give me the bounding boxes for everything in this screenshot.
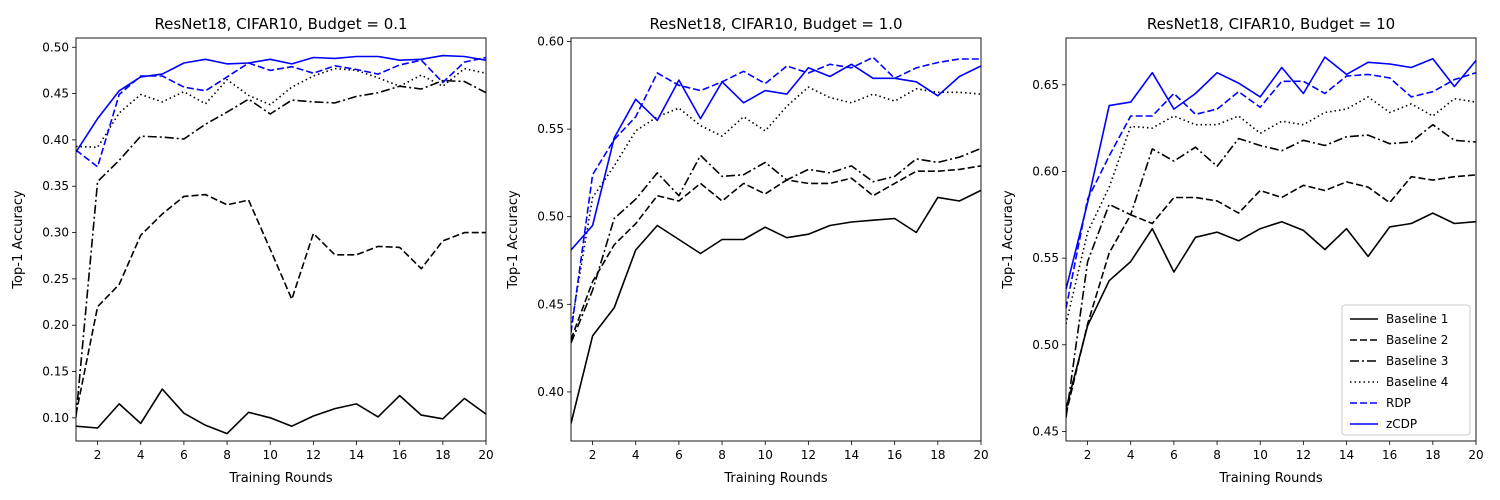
series-line	[76, 79, 486, 417]
x-tick-label: 16	[887, 448, 902, 462]
y-axis-label: Top-1 Accuracy	[506, 190, 521, 290]
series-group	[76, 54, 486, 435]
y-tick-label: 0.50	[1032, 338, 1059, 352]
x-tick-label: 10	[263, 448, 278, 462]
series-line	[571, 189, 981, 424]
series-line	[571, 147, 981, 344]
y-tick-label: 0.30	[42, 226, 69, 240]
x-tick-label: 6	[675, 448, 683, 462]
x-tick-label: 14	[844, 448, 859, 462]
x-tick-label: 12	[801, 448, 816, 462]
y-tick-label: 0.60	[537, 35, 564, 49]
x-tick-label: 10	[758, 448, 773, 462]
x-axis-label: Training Rounds	[1218, 471, 1323, 486]
y-tick-label: 0.55	[1032, 251, 1059, 265]
series-line	[76, 193, 486, 415]
x-tick-label: 16	[392, 448, 407, 462]
x-tick-label: 18	[435, 448, 450, 462]
y-tick-label: 0.20	[42, 318, 69, 332]
y-tick-label: 0.55	[537, 122, 564, 136]
series-line	[571, 63, 981, 251]
y-tick-label: 0.50	[42, 40, 69, 54]
legend-label: RDP	[1386, 396, 1411, 410]
plot-frame	[1065, 37, 1477, 442]
x-tick-label: 6	[1170, 448, 1178, 462]
chart-panel: 2 4 6 8 10 12 14 16 18 20 0.10 0.15 0.20 0.25 0.30 0.35…	[11, 15, 494, 486]
series-group	[571, 56, 981, 424]
x-tick-label: 14	[1339, 448, 1354, 462]
series-group	[1066, 56, 1476, 418]
x-tick-label: 20	[478, 448, 493, 462]
y-tick-label: 0.35	[42, 179, 69, 193]
x-tick-label: 2	[1084, 448, 1092, 462]
legend-label: Baseline 2	[1386, 333, 1448, 347]
chart-panel: 2 4 6 8 10 12 14 16 18 20 0.45 0.50 0.55 0.60 0.65 ResN…	[1001, 15, 1484, 486]
x-tick-label: 8	[223, 448, 231, 462]
chart-panel: 2 4 6 8 10 12 14 16 18 20 0.40 0.45 0.50 0.55 0.60 ResN…	[506, 15, 989, 486]
x-tick-label: 12	[1296, 448, 1311, 462]
legend-label: Baseline 4	[1386, 375, 1448, 389]
x-axis-label: Training Rounds	[723, 471, 828, 486]
legend-label: Baseline 1	[1386, 312, 1448, 326]
x-tick-label: 18	[930, 448, 945, 462]
y-tick-label: 0.40	[537, 385, 564, 399]
y-axis-label: Top-1 Accuracy	[1001, 190, 1016, 290]
series-line	[76, 388, 486, 435]
series-line	[571, 165, 981, 340]
y-tick-label: 0.25	[42, 272, 69, 286]
y-tick-label: 0.15	[42, 365, 69, 379]
series-line	[571, 86, 981, 328]
legend-label: Baseline 3	[1386, 354, 1448, 368]
series-line	[1066, 71, 1476, 309]
y-tick-label: 0.60	[1032, 164, 1059, 178]
y-axis-label: Top-1 Accuracy	[11, 190, 26, 290]
plot-frame	[75, 37, 487, 442]
chart-title: ResNet18, CIFAR10, Budget = 10	[1147, 15, 1395, 33]
x-tick-label: 2	[94, 448, 102, 462]
y-tick-label: 0.10	[42, 411, 69, 425]
plot-frame	[570, 37, 982, 442]
y-tick-label: 0.65	[1032, 78, 1059, 92]
x-tick-label: 2	[589, 448, 597, 462]
x-tick-label: 14	[349, 448, 364, 462]
x-tick-label: 20	[1468, 448, 1483, 462]
series-line	[1066, 212, 1476, 410]
y-tick-label: 0.45	[537, 297, 564, 311]
legend: Baseline 1 Baseline 2 Baseline 3 Baseline 4…	[1341, 304, 1471, 436]
series-line	[1066, 123, 1476, 418]
x-tick-label: 8	[718, 448, 726, 462]
x-tick-label: 16	[1382, 448, 1397, 462]
x-axis-label: Training Rounds	[228, 471, 333, 486]
y-tick-label: 0.40	[42, 133, 69, 147]
series-line	[571, 56, 981, 333]
y-tick-label: 0.45	[1032, 424, 1059, 438]
y-tick-label: 0.50	[537, 210, 564, 224]
series-line	[1066, 174, 1476, 415]
series-line	[76, 67, 486, 149]
x-tick-label: 12	[306, 448, 321, 462]
y-tick-label: 0.45	[42, 87, 69, 101]
series-line	[1066, 96, 1476, 325]
series-line	[76, 56, 486, 168]
x-tick-label: 18	[1425, 448, 1440, 462]
series-line	[1066, 56, 1476, 290]
x-tick-label: 4	[137, 448, 145, 462]
x-tick-label: 4	[632, 448, 640, 462]
chart-title: ResNet18, CIFAR10, Budget = 0.1	[154, 15, 407, 33]
chart-title: ResNet18, CIFAR10, Budget = 1.0	[649, 15, 902, 33]
x-tick-label: 4	[1127, 448, 1135, 462]
x-tick-label: 20	[973, 448, 988, 462]
x-tick-label: 8	[1213, 448, 1221, 462]
x-tick-label: 6	[180, 448, 188, 462]
legend-label: zCDP	[1386, 417, 1417, 431]
x-tick-label: 10	[1253, 448, 1268, 462]
series-line	[76, 54, 486, 153]
